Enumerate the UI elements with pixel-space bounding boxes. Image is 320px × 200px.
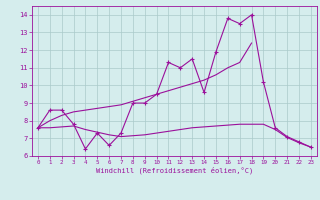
X-axis label: Windchill (Refroidissement éolien,°C): Windchill (Refroidissement éolien,°C) [96,167,253,174]
